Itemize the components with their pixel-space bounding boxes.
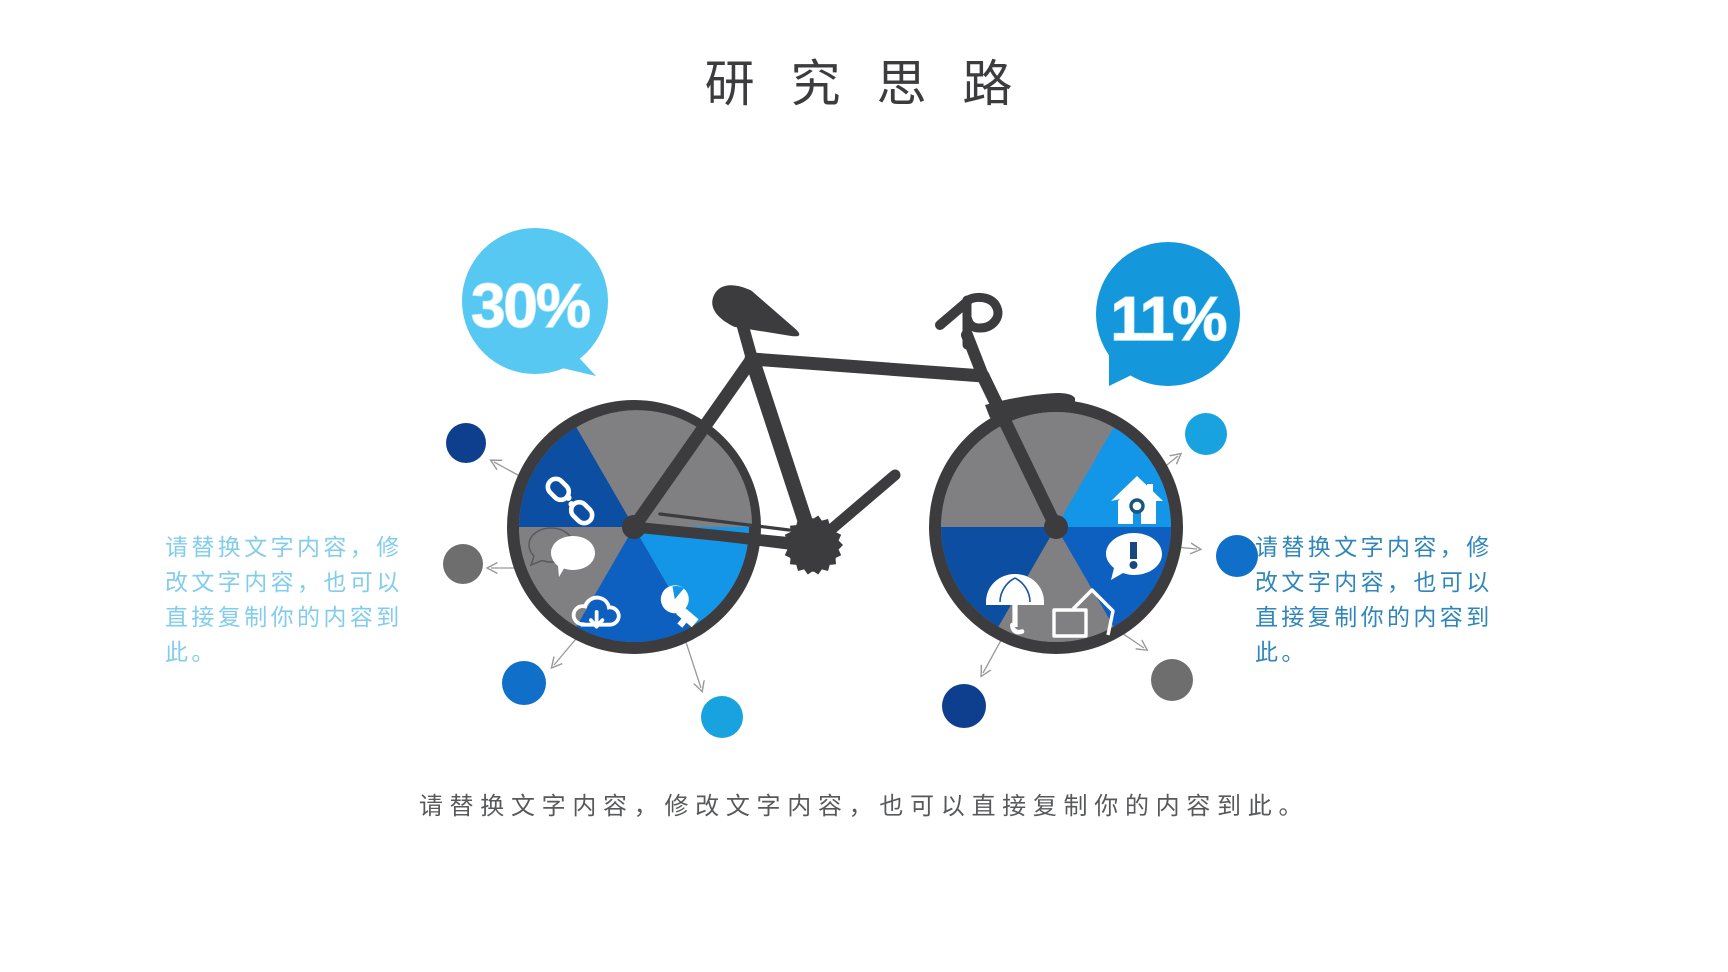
svg-text:11%: 11% xyxy=(1111,285,1227,354)
svg-text:30%: 30% xyxy=(471,272,590,341)
